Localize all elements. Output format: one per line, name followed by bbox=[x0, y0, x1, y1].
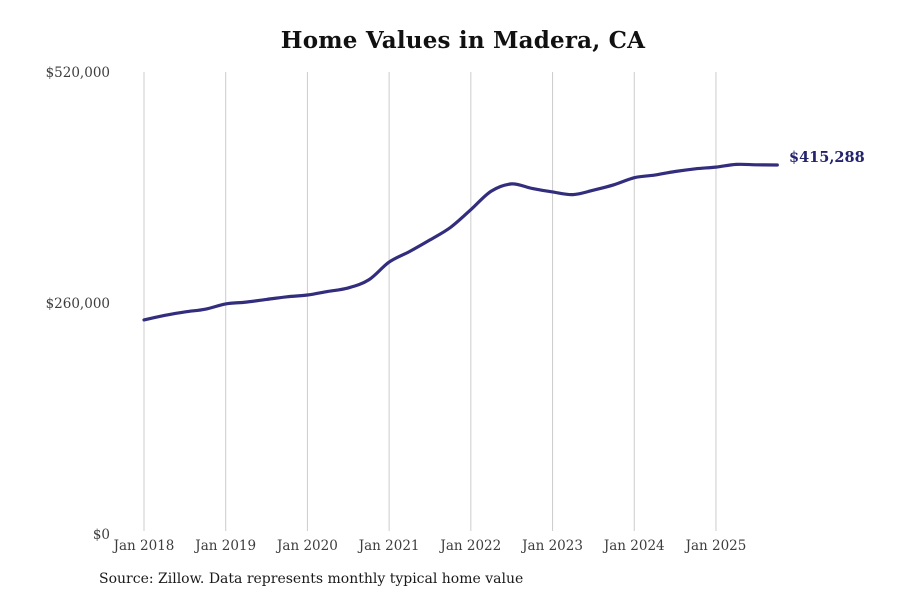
chart-title: Home Values in Madera, CA bbox=[280, 27, 646, 54]
source-note: Source: Zillow. Data represents monthly … bbox=[99, 571, 524, 587]
y-tick-label: $0 bbox=[93, 527, 110, 543]
y-tick-label: $260,000 bbox=[46, 296, 110, 312]
x-tick-label: Jan 2025 bbox=[684, 538, 747, 554]
current-value-label: $415,288 bbox=[789, 149, 865, 166]
x-tick-label: Jan 2023 bbox=[520, 538, 583, 554]
y-tick-label: $520,000 bbox=[46, 65, 110, 81]
x-tick-label: Jan 2019 bbox=[193, 538, 256, 554]
x-tick-label: Jan 2018 bbox=[112, 538, 175, 554]
x-tick-label: Jan 2022 bbox=[438, 538, 501, 554]
home-value-line bbox=[142, 162, 779, 322]
x-tick-label: Jan 2020 bbox=[275, 538, 338, 554]
x-tick-label: Jan 2024 bbox=[602, 538, 665, 554]
x-tick-label: Jan 2021 bbox=[357, 538, 420, 554]
